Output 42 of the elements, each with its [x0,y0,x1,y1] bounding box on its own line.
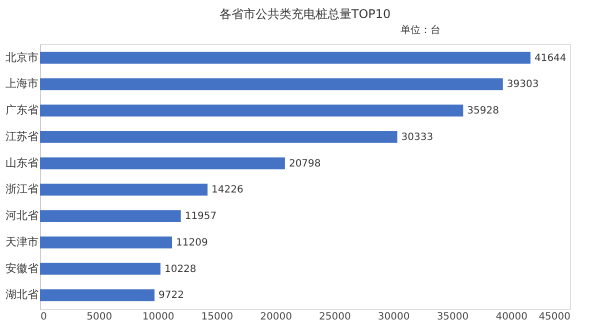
y-tick-label: 安徽省 [6,262,38,275]
bar [40,52,530,64]
x-tick-label: 10000 [142,312,174,322]
bar [40,210,181,222]
data-label: 11209 [176,237,208,248]
x-tick-label: 5000 [86,312,112,322]
data-label: 20798 [288,158,321,170]
bar [40,236,172,248]
bar [40,184,208,196]
x-tick-label: 35000 [436,312,469,322]
y-tick-label: 河北省 [6,209,38,222]
data-label: 41644 [534,52,566,64]
y-tick-label: 山东省 [6,156,38,170]
y-tick-label: 湖北省 [6,288,38,302]
y-tick-label: 天津市 [6,235,38,248]
y-tick-label: 北京市 [6,50,38,64]
x-tick-label: 40000 [496,312,528,322]
y-tick-label: 江苏省 [6,130,38,143]
data-label: 9722 [158,290,184,302]
x-tick-label: 25000 [319,312,351,322]
data-label: 10228 [164,264,196,275]
data-label: 11957 [184,211,217,222]
bar [40,262,160,275]
y-tick-label: 上海市 [6,77,38,90]
bar [40,131,398,143]
x-tick-label: 20000 [260,312,292,322]
data-label: 39303 [506,79,539,90]
bar [40,78,503,90]
x-tick-label: 30000 [378,312,410,322]
y-tick-label: 浙江省 [6,182,38,196]
bar [40,289,155,302]
text: 单位：台 [400,24,440,36]
data-label: 14226 [212,184,244,196]
x-tick-label: 15000 [201,312,234,322]
bar [40,157,285,170]
bar [40,104,464,117]
data-label: 30333 [401,132,434,143]
x-tick-label: 45000 [538,312,570,322]
chart-title: 各省市公共类充电桩总量TOP10 [219,7,391,21]
x-tick-label: 0 [40,312,47,322]
data-label: 35928 [467,106,499,117]
y-tick-label: 广东省 [6,104,38,117]
